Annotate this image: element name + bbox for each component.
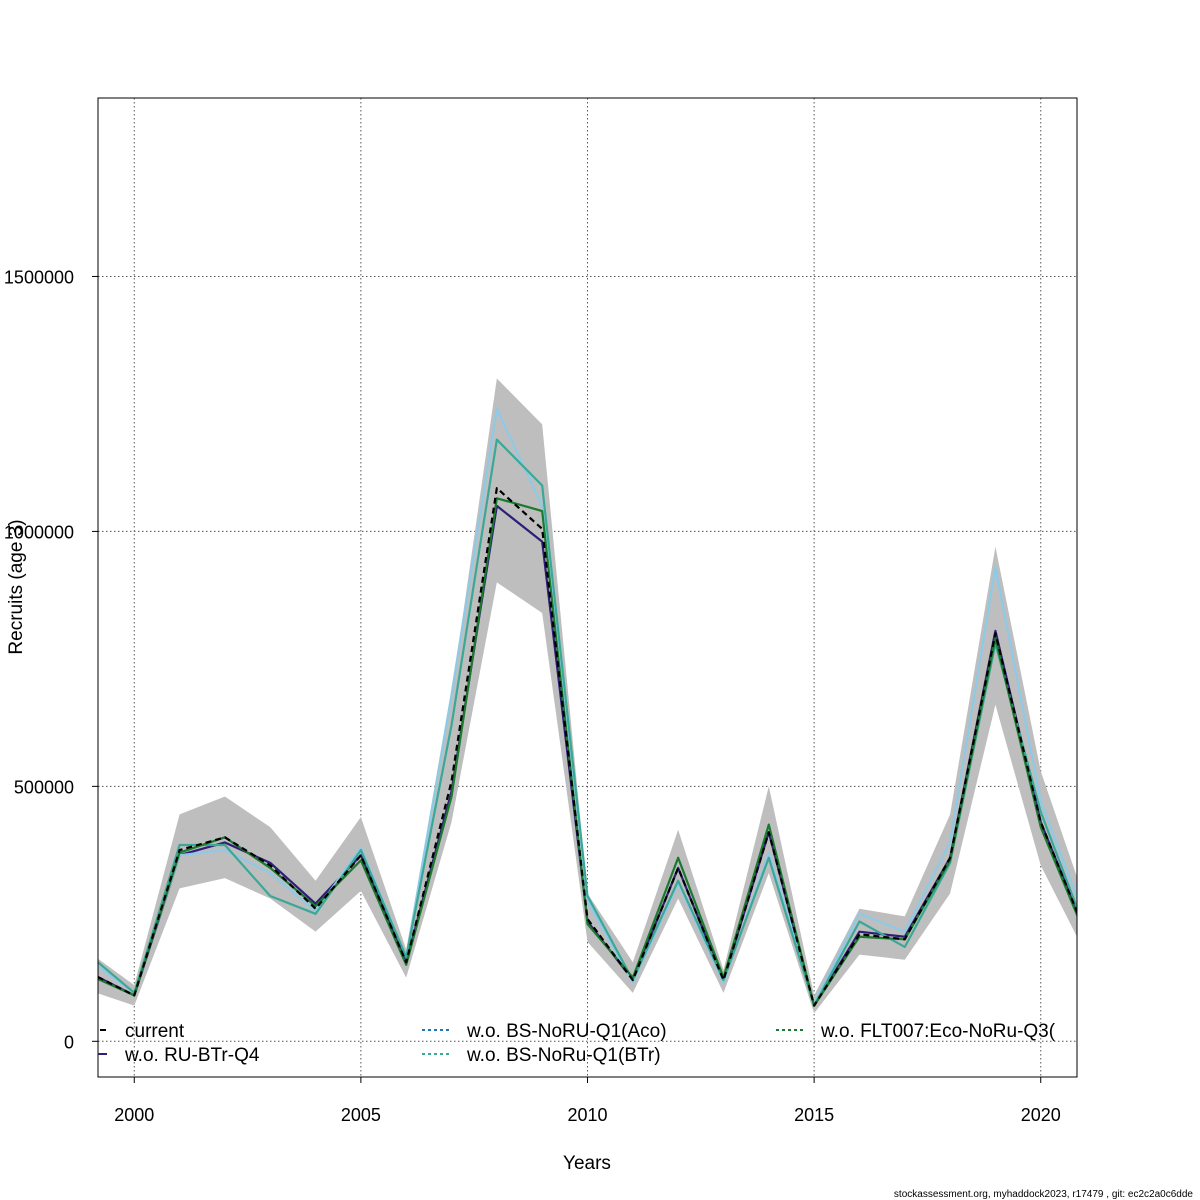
x-axis-ticks: 2000 2005 2010 2015 2020 — [114, 1077, 1061, 1125]
footer-note: stockassessment.org, myhaddock2023, r174… — [894, 1189, 1194, 1200]
legend-label: w.o. FLT007:Eco-NoRu-Q3( — [820, 1021, 1056, 1042]
series-layer — [98, 407, 1077, 1007]
x-tick-label: 2005 — [341, 1105, 381, 1125]
grid — [98, 98, 1077, 1077]
y-tick-label: 1500000 — [4, 267, 74, 287]
x-tick-label: 2010 — [567, 1105, 607, 1125]
confidence-band-layer — [98, 378, 1077, 1014]
x-tick-label: 2015 — [794, 1105, 834, 1125]
y-tick-label: 1000000 — [4, 522, 74, 542]
legend-label: w.o. BS-NoRu-Q1(BTr) — [466, 1045, 661, 1066]
y-axis-title: Recruits (age 3) — [6, 519, 27, 654]
series-line-current — [98, 486, 1077, 1007]
legend-label: current — [125, 1021, 185, 1042]
y-tick-label: 500000 — [14, 777, 74, 797]
legend: current w.o. RU-BTr-Q4 w.o. BS-NoRU-Q1(Aco… — [98, 1021, 1056, 1066]
y-tick-label: 0 — [64, 1032, 74, 1052]
legend-label: w.o. BS-NoRU-Q1(Aco) — [466, 1021, 667, 1042]
confidence-band — [98, 378, 1077, 1014]
x-axis-title: Years — [563, 1153, 611, 1174]
legend-label: w.o. RU-BTr-Q4 — [124, 1045, 260, 1066]
y-axis-ticks: 0 500000 1000000 1500000 — [4, 267, 98, 1052]
x-tick-label: 2000 — [114, 1105, 154, 1125]
x-tick-label: 2020 — [1021, 1105, 1061, 1125]
series-line-w-o-bs-noru-q1-btr — [98, 438, 1077, 1007]
series-line-w-o-bs-noru-q1-aco — [98, 407, 1077, 1005]
